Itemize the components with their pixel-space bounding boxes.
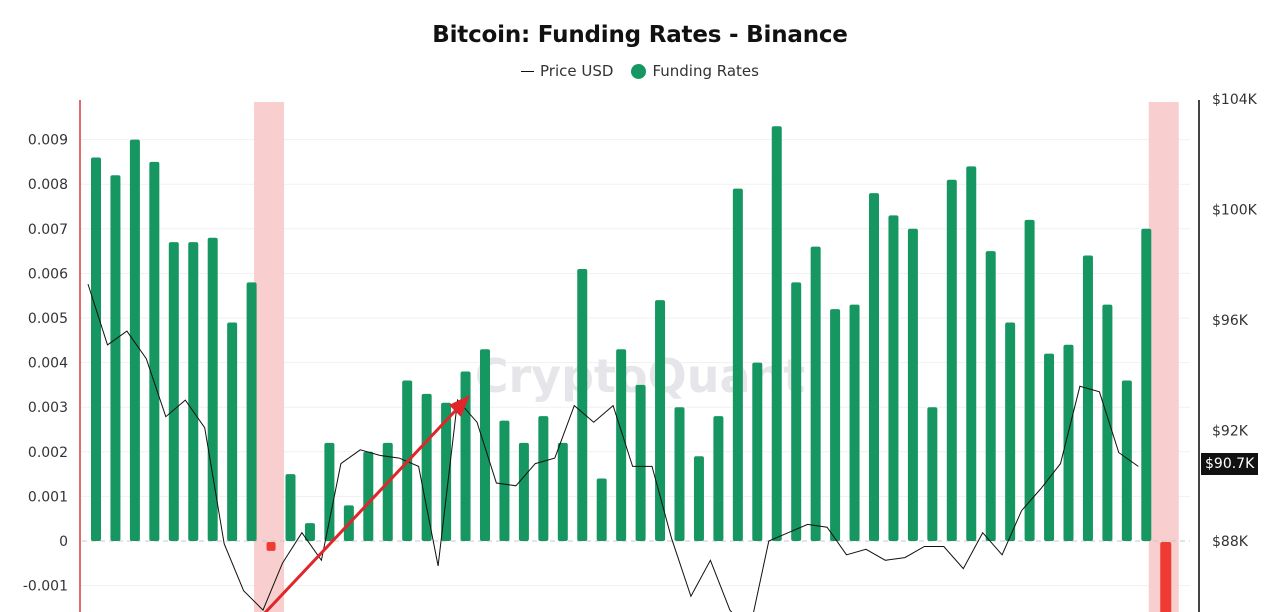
legend-label-price: Price USD: [540, 62, 614, 80]
line-swatch-icon: [521, 70, 535, 72]
funding-rate-bars: [91, 126, 1172, 612]
svg-text:0.004: 0.004: [28, 356, 68, 372]
svg-text:$104K: $104K: [1212, 92, 1258, 108]
svg-text:0: 0: [59, 534, 68, 550]
chart-title: Bitcoin: Funding Rates - Binance: [432, 22, 848, 48]
price-line: [87, 283, 1139, 612]
svg-text:0.008: 0.008: [28, 177, 68, 193]
current-price-badge: $90.7K: [1201, 453, 1259, 475]
svg-text:0.002: 0.002: [28, 445, 68, 461]
svg-text:0.005: 0.005: [28, 311, 68, 327]
left-y-axis: 0.009 0.008 0.007 0.006 0.005 0.004 0.003 0.002…: [23, 133, 68, 595]
svg-text:0.006: 0.006: [28, 266, 68, 282]
right-y-axis: $104K $100K $96K $92K $88K: [1212, 92, 1258, 550]
highlight-bands: [254, 102, 1179, 612]
svg-text:0.007: 0.007: [28, 222, 68, 238]
legend-item-funding[interactable]: Funding Rates: [631, 62, 759, 80]
legend-label-funding: Funding Rates: [652, 62, 759, 80]
svg-text:-0.001: -0.001: [23, 579, 68, 595]
svg-text:0.001: 0.001: [28, 489, 68, 505]
legend-item-price[interactable]: Price USD: [521, 62, 613, 80]
svg-text:$100K: $100K: [1212, 203, 1258, 219]
dot-swatch-icon: [631, 63, 647, 79]
svg-text:$96K: $96K: [1212, 313, 1249, 329]
svg-text:0.003: 0.003: [28, 400, 68, 416]
trend-arrow-icon: [263, 395, 470, 612]
svg-text:$88K: $88K: [1212, 534, 1249, 550]
svg-text:0.009: 0.009: [28, 133, 68, 149]
chart-legend: Price USD Funding Rates: [0, 62, 1280, 80]
svg-text:$92K: $92K: [1212, 424, 1249, 440]
